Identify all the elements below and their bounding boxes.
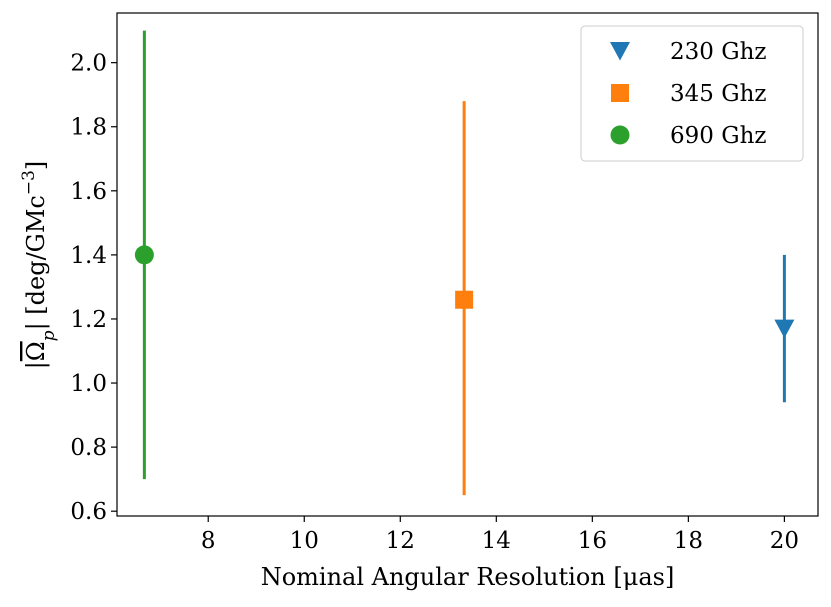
x-tick-label: 14 — [482, 528, 511, 554]
y-title-sub: p — [39, 330, 59, 341]
legend-label-690-ghz: 690 Ghz — [670, 123, 767, 149]
y-tick-label: 0.6 — [70, 499, 107, 525]
y-tick-label: 1.4 — [70, 243, 107, 269]
x-tick-label: 18 — [674, 528, 703, 554]
x-axis: 8 10 12 14 16 18 20 — [201, 516, 799, 554]
y-title-sup: −3 — [19, 170, 39, 195]
legend-label-230-ghz: 230 Ghz — [670, 39, 767, 65]
legend-label-345-ghz: 345 Ghz — [670, 81, 767, 107]
y-title-close: | — [22, 322, 51, 330]
legend-marker-230-ghz — [610, 42, 630, 61]
y-tick-label: 1.0 — [70, 371, 107, 397]
y-title-symbol: Ω — [22, 341, 50, 361]
legend: 230 Ghz 345 Ghz 690 Ghz — [580, 25, 804, 162]
plot-frame — [116, 12, 819, 517]
y-title-unit-close: ] — [22, 161, 50, 170]
y-axis-title: |Ωp| [deg/GMc−3] — [19, 161, 59, 370]
legend-box — [580, 25, 804, 162]
y-tick-label: 2.0 — [70, 51, 107, 77]
data-point-690-ghz — [134, 245, 154, 265]
y-tick-label: 0.8 — [70, 435, 107, 461]
x-tick-label: 12 — [386, 528, 415, 554]
y-title-open: | — [22, 361, 51, 369]
data-point-345-ghz — [455, 290, 474, 309]
x-axis-title: Nominal Angular Resolution [μas] — [261, 563, 675, 591]
x-tick-label: 16 — [578, 528, 607, 554]
legend-marker-345-ghz — [611, 84, 629, 102]
x-tick-label: 20 — [770, 528, 799, 554]
x-tick-label: 8 — [201, 528, 216, 554]
y-tick-label: 1.6 — [70, 179, 107, 205]
y-tick-label: 1.2 — [70, 307, 107, 333]
x-tick-label: 10 — [290, 528, 319, 554]
legend-marker-690-ghz — [610, 125, 630, 145]
series-layer — [134, 30, 795, 496]
data-point-230-ghz — [774, 319, 795, 339]
y-axis: 0.6 0.8 1.0 1.2 1.4 1.6 1.8 2.0 — [70, 51, 117, 525]
y-title-unit: [deg/GMc — [22, 195, 50, 322]
y-tick-label: 1.8 — [70, 115, 107, 141]
